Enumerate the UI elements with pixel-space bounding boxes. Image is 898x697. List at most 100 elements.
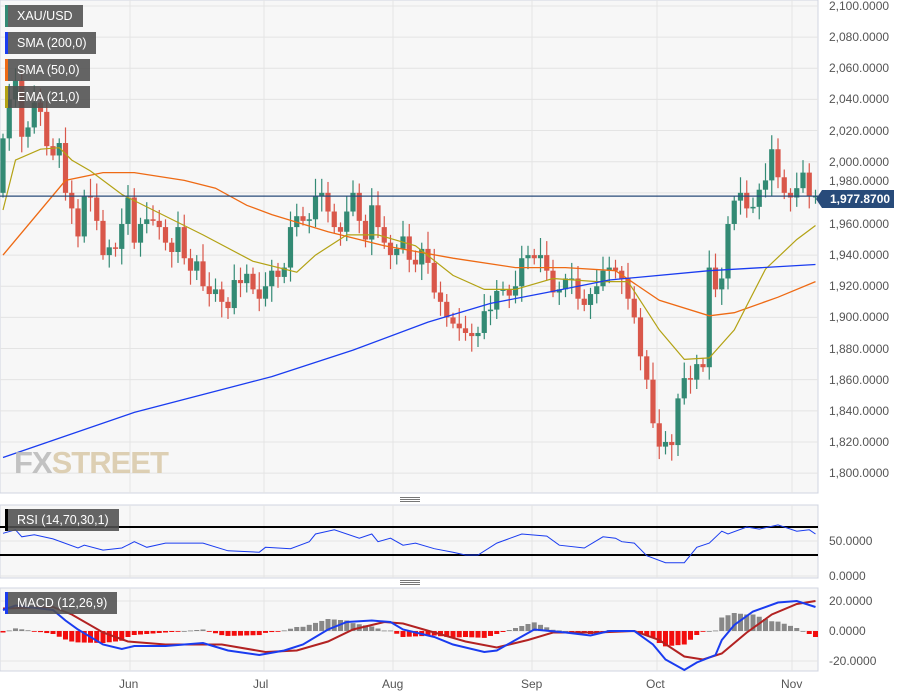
candle-bullish [269, 270, 275, 287]
candle-bearish [237, 280, 244, 284]
candle-bullish [419, 248, 425, 265]
candle-bullish [731, 200, 737, 224]
candle-bearish [656, 423, 662, 447]
macd-histogram-bar-positive [13, 628, 18, 631]
candle-bearish [362, 220, 369, 240]
candle-bearish [644, 356, 650, 380]
macd-histogram-bar-positive [738, 613, 743, 631]
candle-bullish [750, 206, 756, 209]
macd-histogram-bar-negative [806, 631, 812, 634]
candle-bearish [375, 205, 381, 228]
legend-symbol[interactable]: XAU/USD [5, 5, 83, 27]
candle-bearish [462, 328, 469, 333]
candle-bullish [350, 192, 356, 212]
macd-histogram-bar-negative [688, 631, 693, 640]
macd-histogram-bar-positive [319, 620, 325, 631]
macd-histogram-bar-negative [656, 631, 662, 643]
candle-bearish [625, 278, 631, 299]
legend-sma200-label: SMA (200,0) [17, 36, 87, 50]
candle-bearish [131, 197, 137, 243]
candle-bearish [300, 216, 306, 221]
candle-bearish [806, 172, 812, 196]
price-axis-tick-label: 2,000.0000 [829, 154, 890, 169]
macd-histogram-bar-negative [813, 631, 818, 637]
candle-bearish [581, 298, 587, 305]
macd-histogram-bar-negative [75, 631, 81, 643]
candle-bullish [494, 290, 500, 310]
candle-bullish [600, 270, 606, 287]
time-axis-tick-label: Aug [382, 677, 404, 691]
candle-bearish [787, 192, 794, 198]
candle-bearish [406, 236, 412, 260]
macd-axis-tick-label: -20.0000 [829, 654, 877, 668]
macd-histogram-bar-negative [250, 631, 256, 636]
candle-bearish [200, 261, 206, 287]
candle-bullish [0, 138, 6, 193]
candle-bearish [331, 211, 337, 228]
macd-histogram-bar-positive [6, 630, 12, 632]
macd-histogram-bar-positive [313, 622, 318, 631]
macd-histogram-bar-positive [750, 614, 756, 631]
candle-bullish [587, 294, 594, 305]
legend-color-swatch [5, 59, 8, 81]
macd-histogram-bar-negative [700, 631, 706, 632]
macd-histogram-bar-negative [569, 631, 575, 632]
candle-bearish [456, 323, 462, 329]
macd-histogram-bar-negative [63, 631, 68, 640]
candle-bearish [100, 220, 106, 256]
macd-histogram-bar-positive [306, 624, 312, 631]
candle-bearish [637, 317, 644, 357]
macd-histogram-bar-negative [694, 631, 700, 635]
macd-histogram-bar-positive [719, 617, 725, 631]
macd-histogram-bar-negative [225, 631, 231, 636]
legend-rsi[interactable]: RSI (14,70,30,1) [5, 509, 119, 531]
legend-macd[interactable]: MACD (12,26,9) [5, 592, 118, 614]
rsi-pane-resize-handle[interactable] [400, 497, 420, 502]
macd-pane-resize-handle[interactable] [400, 580, 420, 585]
price-axis-tick-label: 1,880.0000 [829, 341, 890, 356]
macd-histogram-bar-positive [381, 630, 387, 632]
macd-histogram-bar-positive [544, 627, 550, 631]
macd-histogram-bar-negative [138, 631, 143, 635]
candle-bullish [719, 278, 725, 290]
candle-bearish [650, 379, 656, 424]
macd-histogram-bar-positive [563, 631, 568, 632]
candle-bullish [556, 289, 562, 293]
candle-bullish [594, 286, 600, 295]
legend-sma200[interactable]: SMA (200,0) [5, 32, 97, 54]
candle-bullish [369, 205, 375, 240]
candle-bearish [781, 177, 787, 193]
macd-histogram-bar-positive [363, 625, 368, 631]
candle-bearish [531, 255, 537, 259]
macd-histogram-bar-negative [663, 631, 668, 647]
candle-bearish [544, 255, 550, 271]
macd-histogram-bar-negative [494, 631, 500, 634]
candle-bearish [75, 208, 81, 237]
candle-bullish [675, 398, 681, 446]
macd-histogram-bar-negative [481, 631, 487, 638]
macd-histogram-bar-positive [300, 626, 306, 631]
candle-bullish [25, 127, 31, 137]
legend-ema21[interactable]: EMA (21,0) [5, 86, 90, 108]
candle-bearish [337, 227, 344, 232]
candle-bearish [50, 146, 56, 156]
price-axis-tick-label: 2,020.0000 [829, 123, 890, 138]
time-axis-tick-label: Oct [646, 677, 665, 691]
macd-histogram-bar-negative [213, 631, 218, 634]
price-axis-tick-label: 1,860.0000 [829, 372, 890, 387]
candle-bullish [800, 172, 806, 189]
legend-sma50[interactable]: SMA (50,0) [5, 59, 90, 81]
price-axis-tick-label: 2,040.0000 [829, 92, 890, 107]
candle-bullish [694, 364, 700, 380]
macd-histogram-bar-positive [369, 626, 375, 631]
candle-bullish [769, 149, 775, 181]
macd-histogram-bar-negative [81, 631, 87, 643]
price-axis-tick-label: 1,920.0000 [829, 279, 890, 294]
candle-bullish [512, 286, 519, 296]
macd-histogram-bar-positive [519, 626, 525, 631]
macd-histogram-bar-negative [125, 631, 131, 637]
candle-bullish [319, 192, 325, 196]
candle-bearish [225, 301, 231, 309]
sma50-line [2, 171, 816, 317]
